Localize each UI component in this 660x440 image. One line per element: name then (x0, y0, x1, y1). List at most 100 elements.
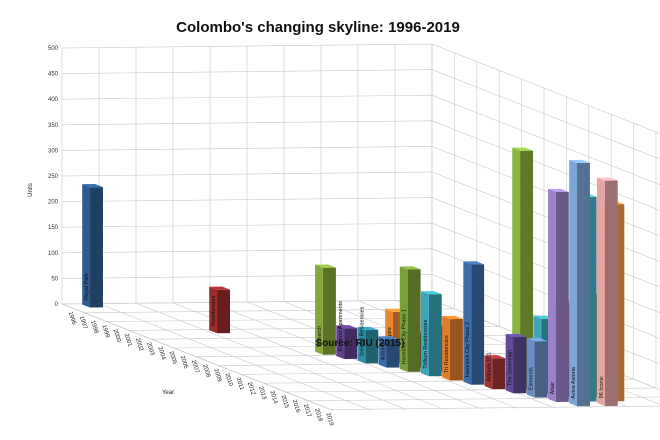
floor-gridline (61, 299, 433, 305)
x-tick-label: 2004 (156, 346, 166, 361)
bar-side-face (471, 264, 485, 385)
bar-top-face (442, 315, 463, 320)
y-tick-label: 200 (48, 200, 59, 206)
bar-label: Elements (529, 367, 535, 390)
bar-front-face (315, 264, 323, 355)
bar-front-face (420, 291, 429, 377)
bar-front-face (596, 177, 605, 406)
x-tick-label: 2006 (179, 355, 189, 370)
bar: Royal Park (82, 184, 103, 308)
bar-side-face (428, 294, 442, 377)
bar-top-face (484, 355, 506, 359)
bar-front-face (378, 336, 387, 368)
bars: ClearpointShangrilaTri-Zen96 IconicICONC… (82, 147, 625, 407)
bar: The Sovereign (505, 333, 527, 394)
y-tick-label: 400 (48, 97, 59, 103)
bar-side-face (217, 289, 231, 334)
bar-side-face (344, 328, 358, 360)
bar-top-face (526, 338, 548, 342)
bar: Havelock City Phase 1 (399, 266, 421, 372)
bar-top-face (596, 177, 618, 181)
gridlines (61, 43, 660, 411)
bar: Elements (526, 338, 548, 398)
bar-side-face (520, 150, 534, 389)
x-tick-label: 2010 (223, 373, 233, 388)
y-tick-label: 100 (48, 251, 59, 257)
bar: 96 Iconic (596, 177, 618, 406)
bar-label: Trillium Residencies (423, 319, 429, 368)
bar-label: Aviva Astoria (571, 366, 577, 399)
x-tick-label: 1996 (67, 311, 77, 326)
bar-side-face (365, 329, 379, 364)
bar-side-face (555, 191, 569, 402)
y-tick-label: 0 (55, 302, 59, 308)
bar-label: Emperor Apartments (338, 301, 344, 352)
x-tick-label: 2001 (123, 333, 133, 348)
bar-label: 96 Iconic (599, 376, 605, 398)
bar-label: Tri Residencies (444, 335, 450, 373)
bar-top-face (357, 326, 379, 331)
bar-label: The Sovereign (508, 350, 514, 386)
x-tick-label: 2018 (313, 408, 323, 423)
bar: Residencies (209, 286, 231, 334)
bar-front-face (463, 261, 472, 385)
x-axis-ticks: 1996 1997 1998 1999 2000 2001 2002 2003 2004 2005… (67, 311, 335, 427)
bar-top-face (548, 188, 569, 193)
x-tick-label: 2002 (134, 337, 144, 352)
x-tick-label: 2013 (257, 386, 267, 401)
x-tick-label: 2007 (190, 359, 200, 374)
y-tick-label: 50 (51, 276, 58, 282)
bar-label: Astoria (381, 342, 387, 360)
x-tick-label: 2008 (201, 364, 211, 379)
bar-front-face (512, 147, 521, 389)
bar-top-face (463, 261, 485, 265)
x-tick-label: 2000 (111, 329, 121, 344)
bar: Iceland Residencies (357, 306, 379, 364)
bar-front-face (526, 338, 535, 398)
bar-side-face (407, 269, 421, 372)
bar-top-face (399, 266, 421, 270)
y-tick-label: 500 (48, 46, 59, 52)
y-tick-label: 250 (48, 174, 59, 180)
bar: Astoria (378, 336, 400, 368)
bar-front-face (484, 355, 493, 390)
x-tick-label: 1998 (89, 320, 99, 335)
bar-side-face (322, 267, 336, 355)
y-tick-label: 450 (48, 72, 59, 78)
x-tick-label: 1997 (78, 315, 88, 330)
bar-front-face (82, 184, 91, 308)
x-axis-line (61, 303, 334, 411)
bar-label: Iceland Residencies (359, 306, 365, 355)
x-axis-label: Year (162, 390, 174, 396)
bar-label: Havelock City Phase 1 (402, 309, 408, 364)
bar-top-face (209, 286, 231, 290)
bar: Emperor Apartments (336, 301, 358, 360)
bar-front-face (548, 188, 556, 402)
x-tick-label: 2011 (235, 377, 245, 392)
bar-top-face (82, 184, 103, 188)
x-tick-label: 2009 (212, 368, 222, 383)
bar: Altitude 101 (484, 352, 506, 390)
bar-top-face (336, 325, 358, 329)
bar-label: Residencies (211, 296, 217, 326)
bar: Trillium Residencies (420, 291, 442, 377)
bar-side-face (604, 180, 618, 406)
bar-front-face (505, 333, 514, 394)
bar: Monarch (315, 264, 336, 355)
x-tick-label: 2019 (324, 412, 334, 427)
bar-side-face (386, 339, 400, 368)
bar: Tri Residencies (442, 315, 463, 381)
bar-front-face (399, 266, 408, 372)
y-tick-label: 350 (48, 123, 59, 129)
bar-top-face (505, 333, 527, 338)
bar-front-face (442, 315, 450, 381)
bar-front-face (209, 286, 218, 334)
x-tick-label: 2016 (291, 399, 301, 414)
bar-front-face (569, 159, 578, 407)
bar-side-face (449, 318, 463, 381)
bar-top-face (378, 336, 400, 340)
bar-label: Altair (550, 382, 556, 395)
x-tick-label: 2003 (145, 342, 155, 357)
y-axis-ticks: 0 50 100 150 200 250 300 350 400 450 500 (48, 46, 59, 308)
